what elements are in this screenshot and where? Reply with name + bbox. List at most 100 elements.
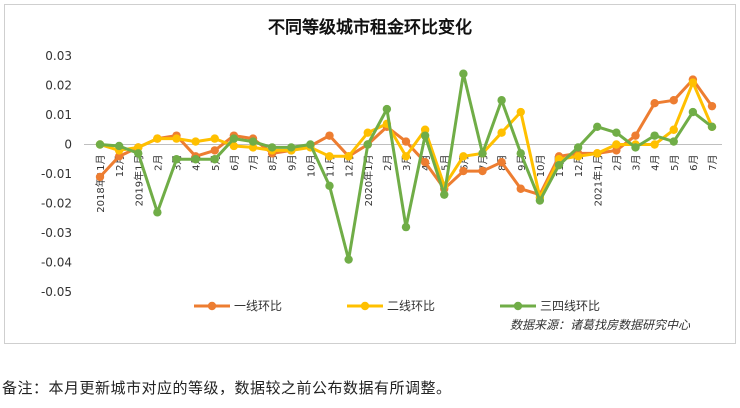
y-tick-label: 0.02 <box>45 79 72 93</box>
data-point <box>210 146 219 155</box>
data-point <box>325 152 334 161</box>
data-point <box>210 155 219 164</box>
data-point <box>401 152 411 161</box>
x-tick-label: 6月 <box>229 155 241 171</box>
data-point <box>497 128 506 137</box>
x-tick-label: 2月 <box>611 155 623 171</box>
x-tick-label: 6月 <box>688 155 700 171</box>
data-point <box>478 166 487 176</box>
data-point <box>420 125 430 134</box>
data-point <box>459 166 468 176</box>
data-point <box>707 101 717 111</box>
data-point <box>325 181 334 190</box>
data-point <box>593 122 602 131</box>
x-tick-label: 8月 <box>267 155 279 171</box>
data-point <box>229 141 239 151</box>
data-point <box>420 131 430 140</box>
footnote: 备注：本月更新城市对应的等级，数据较之前公布数据有所调整。 <box>2 379 452 397</box>
data-point <box>669 96 678 105</box>
data-point <box>535 196 545 205</box>
data-point <box>363 140 372 149</box>
legend-marker <box>360 301 370 311</box>
x-tick-label: 11月 <box>325 155 337 178</box>
data-point <box>363 128 372 137</box>
source-note: 数据来源：诸葛找房数据研究中心 <box>510 318 691 332</box>
data-point <box>478 149 487 158</box>
x-tick-label: 2021年1月 <box>591 155 604 207</box>
data-point <box>631 131 640 140</box>
data-point <box>210 134 219 143</box>
x-tick-label: 3月 <box>631 155 643 171</box>
data-point <box>688 107 698 117</box>
data-point <box>267 143 277 152</box>
y-tick-label: 0.03 <box>45 49 72 63</box>
data-point <box>459 152 468 161</box>
chart-title: 不同等级城市租金环比变化 <box>268 17 472 38</box>
data-point <box>248 137 258 146</box>
x-tick-label: 12月 <box>344 155 356 178</box>
data-point <box>191 155 200 164</box>
data-point <box>191 137 200 146</box>
data-point <box>573 152 583 161</box>
x-tick-label: 7月 <box>478 155 490 171</box>
y-tick-label: -0.03 <box>41 226 72 240</box>
data-point <box>172 134 181 143</box>
x-tick-label: 7月 <box>248 155 260 171</box>
data-point <box>95 172 105 182</box>
y-tick-label: -0.02 <box>41 197 72 211</box>
y-tick-label: -0.05 <box>41 285 72 299</box>
data-point <box>440 190 449 199</box>
data-point <box>287 143 296 152</box>
data-point <box>153 134 162 143</box>
data-point <box>612 146 621 155</box>
data-point <box>669 137 678 146</box>
data-point <box>707 122 717 131</box>
x-tick-label: 12月 <box>573 155 585 178</box>
x-tick-label: 5月 <box>669 155 681 171</box>
x-tick-label: 4月 <box>650 155 662 171</box>
data-point <box>401 222 411 232</box>
data-point <box>516 107 525 117</box>
data-point <box>382 104 392 114</box>
data-point <box>497 158 506 167</box>
legend-label: 二线环比 <box>387 299 435 313</box>
x-tick-label: 10月 <box>535 155 547 178</box>
data-point <box>229 134 239 143</box>
data-point <box>688 78 698 87</box>
data-point <box>650 131 659 140</box>
x-tick-label: 9月 <box>286 155 298 171</box>
data-point <box>344 255 353 264</box>
data-point <box>669 125 678 134</box>
y-tick-label: -0.01 <box>41 167 72 181</box>
data-point <box>459 69 468 78</box>
legend-marker <box>207 301 217 311</box>
data-point <box>516 184 525 193</box>
data-point <box>612 128 621 137</box>
data-point <box>593 149 602 158</box>
legend-label: 一线环比 <box>234 299 282 313</box>
y-tick-label: 0.01 <box>45 108 72 122</box>
data-point <box>650 140 659 149</box>
y-tick-label: 0 <box>64 138 72 152</box>
data-point <box>134 143 143 152</box>
chart-frame <box>4 4 736 344</box>
x-tick-label: 2018年11月 <box>94 155 107 213</box>
data-point <box>114 141 124 151</box>
x-tick-label: 7月 <box>707 155 719 171</box>
data-point <box>420 158 430 167</box>
x-tick-label: 2月 <box>152 155 164 171</box>
data-point <box>306 140 315 149</box>
data-point <box>95 140 105 149</box>
legend-label: 三四线环比 <box>540 299 600 313</box>
data-point <box>134 149 143 158</box>
data-point <box>631 143 640 152</box>
legend-marker <box>513 301 523 311</box>
data-point <box>172 155 181 164</box>
y-tick-label: -0.04 <box>41 256 72 270</box>
data-point <box>554 160 564 170</box>
data-point <box>153 208 162 217</box>
data-point <box>401 137 411 146</box>
data-point <box>573 143 583 152</box>
x-tick-label: 2月 <box>382 155 394 171</box>
data-point <box>114 152 124 161</box>
